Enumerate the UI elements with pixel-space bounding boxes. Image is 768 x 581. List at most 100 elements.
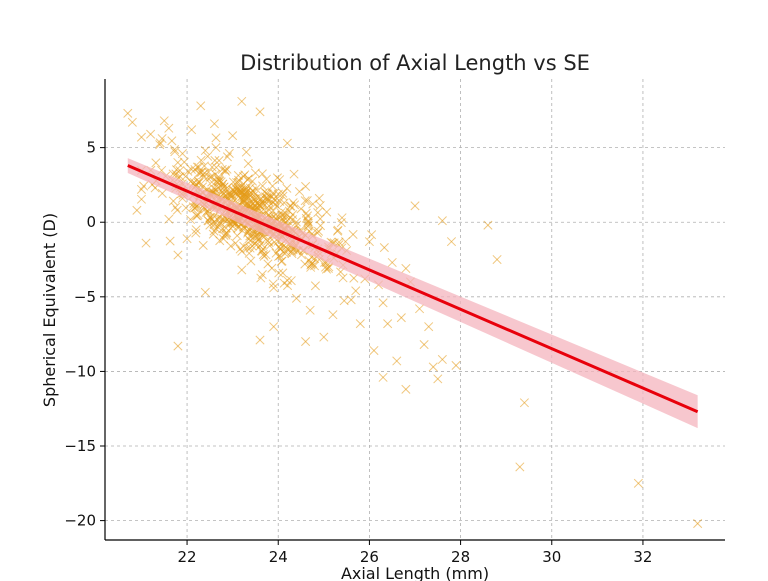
data-point [296,204,306,214]
data-point [205,213,215,223]
data-point [401,263,411,274]
data-point [633,478,643,488]
data-point [271,248,281,258]
data-point [243,228,253,238]
data-point [196,155,206,165]
data-point [191,225,201,235]
data-point [437,354,447,365]
data-point [294,187,305,197]
data-point [519,398,529,408]
data-point [296,250,307,260]
data-point [255,335,265,345]
data-point [155,140,165,150]
data-point [243,158,253,169]
data-point [213,178,223,188]
x-tick-label: 32 [633,548,652,566]
data-point [233,223,243,233]
data-point [211,162,221,173]
data-point [181,203,191,213]
data-point [232,177,242,188]
data-point [167,136,177,146]
data-point [269,322,279,332]
data-point [159,116,169,126]
data-point [281,247,291,258]
data-point [288,210,298,220]
data-point [282,275,292,285]
data-point [314,193,324,203]
data-point [192,162,202,172]
y-tick-label: 5 [86,139,96,157]
data-point [340,237,351,247]
data-point [214,174,224,184]
data-point [227,189,237,199]
y-tick-label: −10 [64,362,96,380]
data-point [165,236,175,246]
data-point [169,145,180,155]
data-point [446,237,457,247]
data-point [303,216,313,226]
data-point [300,196,310,206]
scatter-points [123,96,703,529]
data-point [348,229,358,240]
data-point [208,229,218,239]
data-point [209,119,219,129]
data-point [492,254,502,265]
data-point [310,281,320,291]
data-point [171,165,182,175]
data-point [387,257,397,268]
data-point [136,132,147,142]
data-point [172,205,182,215]
data-point [308,199,318,209]
data-point [274,268,284,278]
data-point [217,187,228,197]
data-point [185,214,196,225]
y-tick-label: −5 [74,288,96,306]
data-point [241,147,251,157]
data-point [693,519,703,529]
x-tick-label: 28 [451,548,470,566]
x-axis-label: Axial Length (mm) [341,564,489,581]
data-point [237,246,247,256]
data-point [379,243,389,253]
data-point [451,360,461,371]
data-point [228,131,238,141]
data-point [256,239,266,249]
data-point [151,158,161,168]
data-point [196,167,207,177]
data-point [256,273,266,283]
regression-line [127,164,699,414]
data-point [247,231,257,241]
data-point [194,162,204,172]
data-point [282,183,292,193]
data-point [378,372,388,382]
data-point [210,155,220,166]
data-point [170,147,180,157]
data-point [230,238,241,248]
data-point [351,286,361,296]
chart-title: Distribution of Axial Length vs SE [240,51,590,75]
data-point [259,251,269,261]
data-point [270,196,280,206]
x-tick-label: 26 [360,548,379,566]
x-tick-label: 30 [542,548,561,566]
data-point [221,228,231,238]
data-point [483,220,493,230]
data-point [203,151,213,161]
data-point [170,202,181,212]
data-point [181,171,191,182]
data-point [219,182,229,192]
data-point [136,194,147,204]
data-point [218,234,229,244]
data-point [246,256,256,266]
data-point [285,201,295,211]
data-point [305,305,315,315]
data-point [187,125,197,135]
data-point [157,134,167,144]
data-point [257,270,267,280]
data-point [286,276,296,286]
data-point [287,248,297,259]
data-point [396,313,406,323]
data-point [237,265,247,275]
data-point [328,310,338,320]
